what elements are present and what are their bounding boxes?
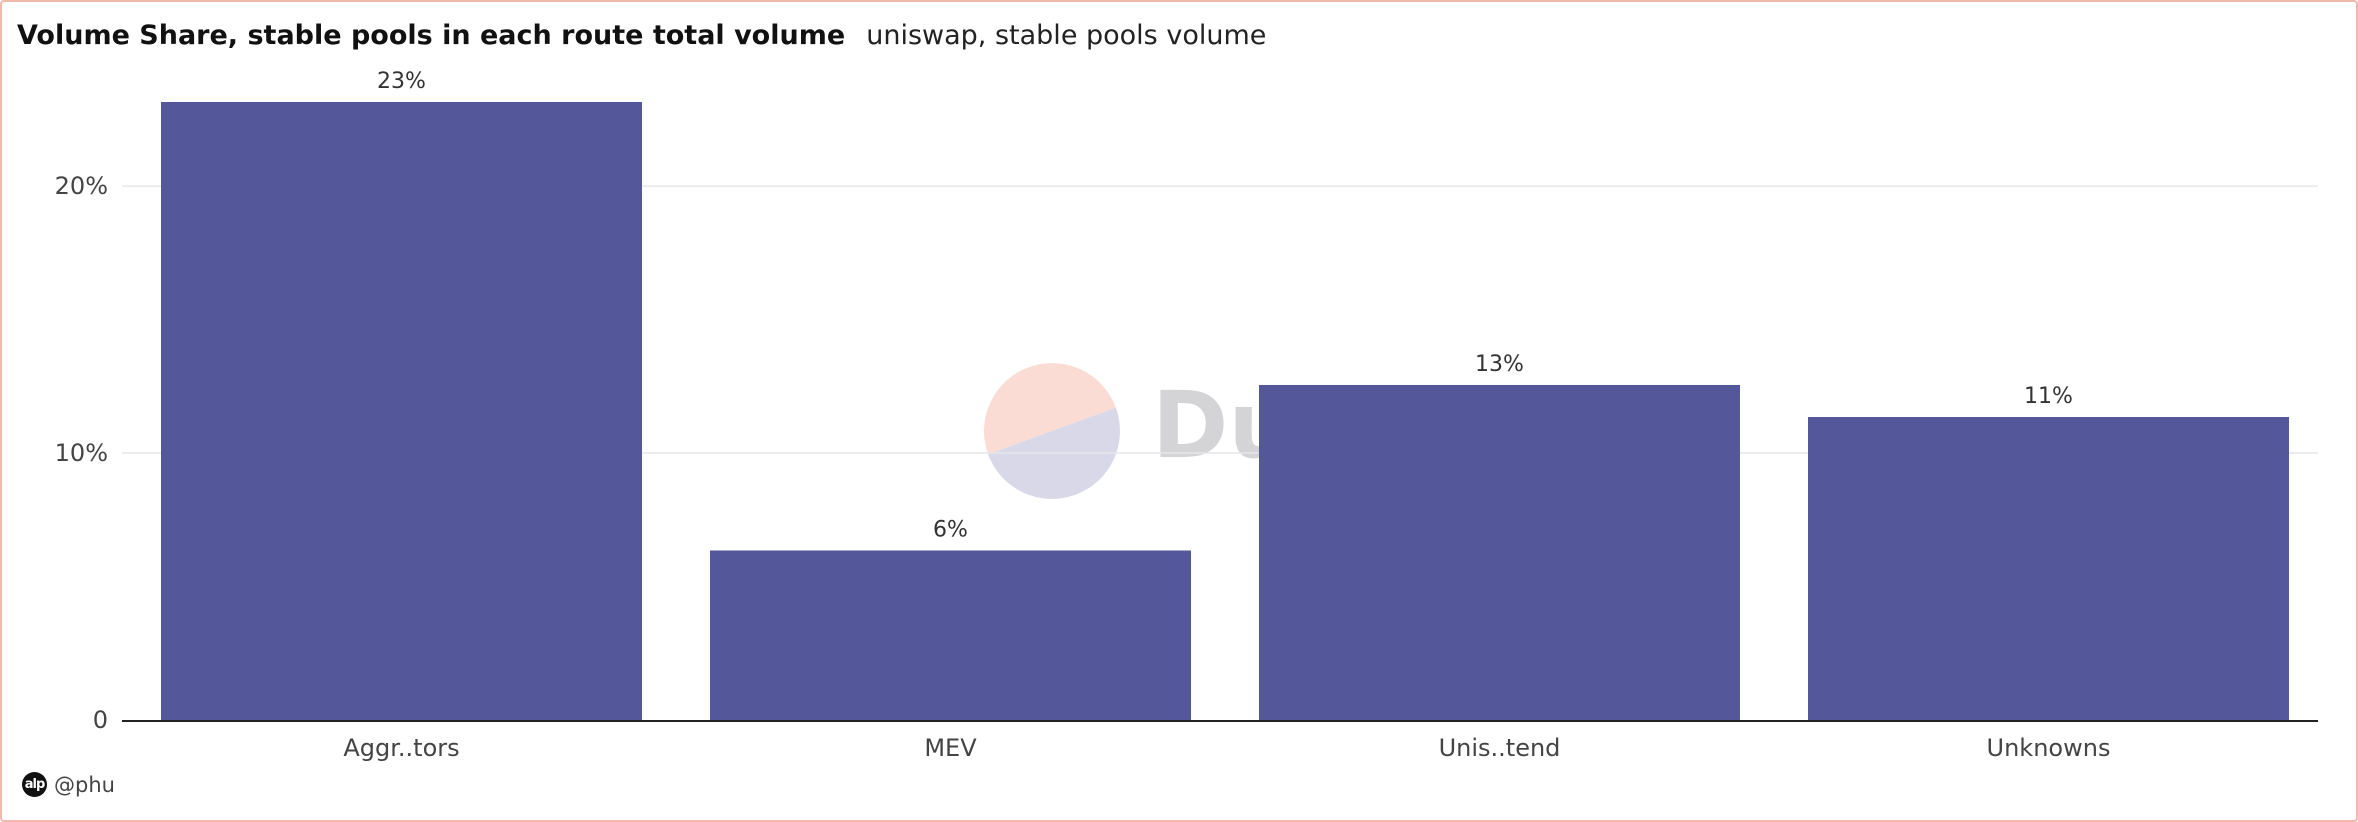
author-avatar[interactable]: alp — [22, 772, 47, 797]
y-tick-label: 20% — [55, 172, 108, 200]
bar[interactable] — [161, 102, 642, 720]
x-tick-label: Aggr..tors — [343, 734, 459, 762]
data-label: 13% — [1475, 352, 1524, 377]
data-labels: 23% 6% 13% 11% — [377, 69, 2073, 542]
watermark-logo-top — [984, 363, 1116, 455]
x-axis-ticks: Aggr..tors MEV Unis..tend Unknowns — [343, 734, 2110, 762]
bar[interactable] — [1808, 417, 2289, 720]
x-tick-label: MEV — [924, 734, 977, 762]
x-tick-label: Unknowns — [1987, 734, 2111, 762]
bar[interactable] — [1259, 384, 1740, 720]
x-tick-label: Unis..tend — [1439, 734, 1561, 762]
y-tick-label: 0 — [93, 706, 108, 734]
footer: alp @phu — [22, 772, 115, 797]
chart-header: Volume Share, stable pools in each route… — [17, 20, 1266, 51]
data-label: 23% — [377, 69, 426, 94]
data-label: 6% — [933, 517, 968, 542]
y-axis-ticks: 0 10% 20% — [55, 172, 108, 734]
author-handle[interactable]: @phu — [54, 772, 115, 797]
bar[interactable] — [710, 550, 1191, 720]
chart-subtitle: uniswap, stable pools volume — [866, 20, 1267, 51]
chart-title: Volume Share, stable pools in each route… — [17, 20, 846, 51]
y-tick-label: 10% — [55, 439, 108, 467]
bars — [161, 102, 2289, 720]
data-label: 11% — [2024, 384, 2073, 409]
